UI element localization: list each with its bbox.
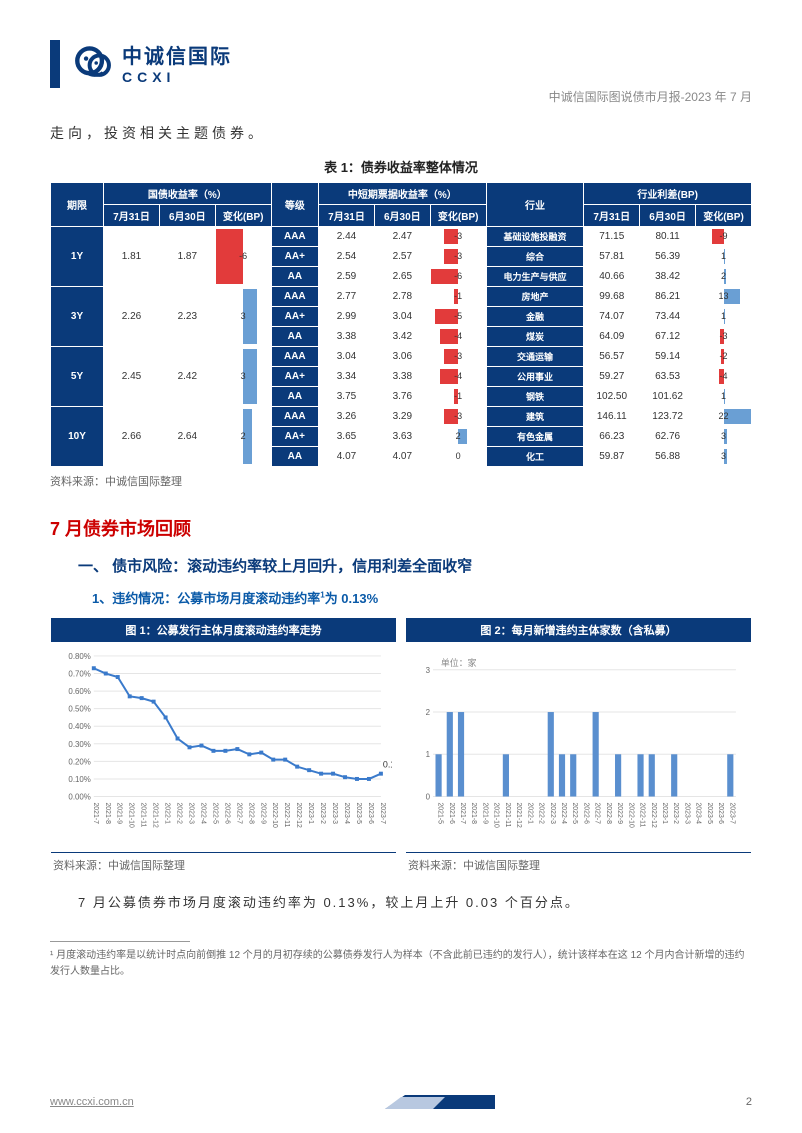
chart1-source: 资料来源：中诚信国际整理: [51, 852, 396, 877]
svg-text:2021-5: 2021-5: [437, 802, 444, 824]
svg-text:2022-3: 2022-3: [549, 802, 556, 824]
svg-text:2022-12: 2022-12: [295, 802, 302, 828]
section-h2: 一、 债市风险：滚动违约率较上月回升，信用利差全面收窄: [78, 555, 752, 576]
table1-source: 资料来源：中诚信国际整理: [50, 473, 752, 489]
footnote-text: ¹ 月度滚动违约率是以统计时点向前倒推 12 个月的月初存续的公募债券发行人为样…: [50, 948, 752, 980]
svg-text:0.13%: 0.13%: [383, 760, 392, 770]
svg-text:2021-8: 2021-8: [104, 802, 111, 824]
svg-text:2023-4: 2023-4: [343, 802, 350, 824]
svg-text:2021-11: 2021-11: [140, 802, 147, 827]
svg-text:2022-9: 2022-9: [259, 802, 266, 824]
svg-text:2022-12: 2022-12: [650, 802, 657, 828]
svg-text:2023-5: 2023-5: [355, 802, 362, 824]
svg-text:2022-2: 2022-2: [176, 802, 183, 824]
svg-text:2021-9: 2021-9: [481, 802, 488, 824]
svg-text:2023-7: 2023-7: [728, 802, 735, 824]
svg-text:2022-1: 2022-1: [526, 802, 533, 824]
svg-text:0.40%: 0.40%: [68, 722, 90, 731]
svg-text:2023-1: 2023-1: [307, 802, 314, 824]
svg-text:0.70%: 0.70%: [68, 669, 90, 678]
svg-text:2022-4: 2022-4: [560, 802, 567, 824]
svg-text:2023-1: 2023-1: [661, 802, 668, 824]
svg-text:2022-10: 2022-10: [627, 802, 634, 828]
svg-text:0.80%: 0.80%: [68, 652, 90, 661]
ccxi-logo-icon: [72, 41, 116, 85]
section-h1: 7 月债券市场回顾: [50, 515, 752, 541]
svg-text:0.10%: 0.10%: [68, 775, 90, 784]
page-number: 2: [746, 1096, 752, 1108]
footnote-rule: [50, 941, 190, 942]
svg-text:2021-10: 2021-10: [493, 802, 500, 828]
svg-text:2022-8: 2022-8: [605, 802, 612, 824]
svg-text:单位：家: 单位：家: [441, 657, 477, 668]
intro-text: 走向，投资相关主题债券。: [50, 123, 752, 143]
page-footer: www.ccxi.com.cn 2: [50, 1095, 752, 1109]
chart1-title: 图 1：公募发行主体月度滚动违约率走势: [51, 618, 396, 642]
svg-text:2023-3: 2023-3: [331, 802, 338, 824]
body-text: 7 月公募债券市场月度滚动违约率为 0.13%，较上月上升 0.03 个百分点。: [50, 892, 752, 911]
charts-row: 图 1：公募发行主体月度滚动违约率走势 0.80% 0.70% 0.60% 0.50%…: [50, 617, 752, 878]
chart1-area: 0.80% 0.70% 0.60% 0.50% 0.40% 0.30% 0.20% 0.10%…: [51, 642, 396, 852]
svg-text:2022-6: 2022-6: [223, 802, 230, 824]
svg-text:2022-11: 2022-11: [639, 802, 646, 827]
svg-text:2022-7: 2022-7: [594, 802, 601, 824]
svg-text:2023-2: 2023-2: [672, 802, 679, 824]
svg-text:2023-2: 2023-2: [319, 802, 326, 824]
chart1-box: 图 1：公募发行主体月度滚动违约率走势 0.80% 0.70% 0.60% 0.50%…: [50, 617, 397, 878]
svg-text:2021-11: 2021-11: [504, 802, 511, 827]
report-subtitle: 中诚信国际图说债市月报-2023 年 7 月: [50, 88, 752, 105]
svg-text:2021-9: 2021-9: [116, 802, 123, 824]
chart2-box: 图 2：每月新增违约主体家数（含私募） 单位：家 3 2 1 0 2021-5 2021-6…: [405, 617, 752, 878]
logo-text-cn: 中诚信国际: [122, 40, 232, 69]
svg-text:2022-8: 2022-8: [247, 802, 254, 824]
svg-text:2023-6: 2023-6: [717, 802, 724, 824]
svg-text:0.50%: 0.50%: [68, 705, 90, 714]
logo-text-en: CCXI: [122, 69, 232, 85]
table1: 期限国债收益率（%）等级中短期票据收益率（%）行业行业利差(BP)7月31日6月…: [50, 182, 752, 467]
chart2-area: 单位：家 3 2 1 0 2021-5 2021-6 2021-7 2021-8 2021-9 20…: [406, 642, 751, 852]
svg-text:2021-8: 2021-8: [470, 802, 477, 824]
svg-text:2023-5: 2023-5: [706, 802, 713, 824]
svg-text:3: 3: [426, 666, 431, 675]
svg-text:2021-12: 2021-12: [152, 802, 159, 828]
svg-text:2023-4: 2023-4: [695, 802, 702, 824]
svg-text:2023-7: 2023-7: [379, 802, 386, 824]
svg-text:2022-11: 2022-11: [283, 802, 290, 827]
chart2-source: 资料来源：中诚信国际整理: [406, 852, 751, 877]
logo-block: 中诚信国际 CCXI: [72, 40, 232, 85]
footer-deco-icon: [385, 1095, 495, 1109]
footer-url[interactable]: www.ccxi.com.cn: [50, 1096, 134, 1108]
section-h3: 1、违约情况：公募市场月度滚动违约率1为 0.13%: [92, 588, 752, 607]
svg-text:0: 0: [426, 792, 431, 801]
svg-text:2022-5: 2022-5: [571, 802, 578, 824]
svg-text:1: 1: [426, 750, 431, 759]
svg-text:2022-6: 2022-6: [582, 802, 589, 824]
svg-text:0.60%: 0.60%: [68, 687, 90, 696]
svg-text:2022-5: 2022-5: [211, 802, 218, 824]
page-header: 中诚信国际 CCXI: [50, 40, 752, 88]
svg-text:2021-7: 2021-7: [92, 802, 99, 824]
svg-text:2023-6: 2023-6: [367, 802, 374, 824]
svg-text:2022-9: 2022-9: [616, 802, 623, 824]
svg-text:2021-6: 2021-6: [448, 802, 455, 824]
svg-text:0.30%: 0.30%: [68, 740, 90, 749]
accent-bar: [50, 40, 60, 88]
svg-text:2: 2: [426, 708, 430, 717]
svg-text:2022-2: 2022-2: [538, 802, 545, 824]
svg-text:2022-1: 2022-1: [164, 802, 171, 824]
svg-text:2021-12: 2021-12: [515, 802, 522, 828]
svg-text:2021-10: 2021-10: [128, 802, 135, 828]
svg-text:0.20%: 0.20%: [68, 757, 90, 766]
svg-text:2022-4: 2022-4: [199, 802, 206, 824]
chart2-title: 图 2：每月新增违约主体家数（含私募）: [406, 618, 751, 642]
svg-text:2022-3: 2022-3: [188, 802, 195, 824]
svg-text:2021-7: 2021-7: [459, 802, 466, 824]
svg-text:2022-7: 2022-7: [235, 802, 242, 824]
table1-title: 表 1：债券收益率整体情况: [50, 157, 752, 176]
svg-text:0.00%: 0.00%: [68, 792, 90, 801]
svg-text:2022-10: 2022-10: [271, 802, 278, 828]
svg-text:2023-3: 2023-3: [683, 802, 690, 824]
